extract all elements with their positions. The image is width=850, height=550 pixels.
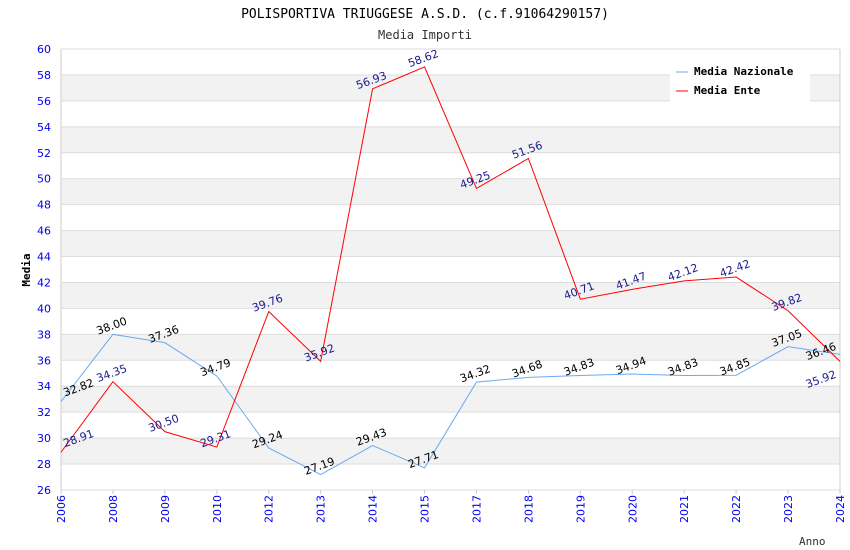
x-tick-label: 2015: [419, 495, 432, 523]
legend: Media Nazionale Media Ente: [670, 60, 810, 102]
y-tick-label: 34: [37, 380, 51, 393]
y-tick-label: 26: [37, 484, 51, 497]
x-tick-label: 2014: [367, 495, 380, 523]
x-tick-label: 2009: [159, 495, 172, 523]
x-tick-label: 2010: [211, 495, 224, 523]
grid-band: [61, 334, 840, 361]
data-label: 34.32: [458, 362, 492, 385]
x-tick-label: 2006: [55, 495, 68, 523]
x-tick-label: 2023: [782, 495, 795, 523]
series-line-ente: [60, 66, 841, 453]
legend-label-ente: Media Ente: [694, 84, 761, 97]
x-tick-label: 2013: [315, 495, 328, 523]
chart-title: POLISPORTIVA TRIUGGESE A.S.D. (c.f.91064…: [241, 7, 609, 22]
y-tick-label: 54: [37, 121, 51, 134]
x-tick-label: 2022: [730, 495, 743, 523]
y-tick-label: 44: [37, 251, 51, 264]
series-line-nazionale: [60, 333, 841, 476]
x-axis-label: Anno: [799, 535, 826, 548]
y-tick-label: 28: [37, 458, 51, 471]
y-axis-label: Media: [20, 253, 33, 286]
y-tick-label: 50: [37, 173, 51, 186]
x-tick-label: 2018: [522, 495, 535, 523]
y-tick-label: 48: [37, 199, 51, 212]
grid-band: [61, 386, 840, 413]
x-tick-label: 2012: [263, 495, 276, 523]
y-tick-label: 38: [37, 328, 51, 341]
legend-label-nazionale: Media Nazionale: [694, 65, 794, 78]
y-tick-label: 36: [37, 354, 51, 367]
x-tick-label: 2021: [678, 495, 691, 523]
y-tick-label: 52: [37, 147, 51, 160]
data-label: 30.50: [147, 412, 181, 435]
y-tick-label: 60: [37, 43, 51, 56]
data-label: 58.62: [406, 47, 440, 70]
x-tick-label: 2019: [574, 495, 587, 523]
y-tick-label: 58: [37, 69, 51, 82]
y-tick-label: 42: [37, 276, 51, 289]
x-tick-label: 2024: [834, 495, 847, 523]
grid-band: [61, 282, 840, 309]
grid-band: [61, 178, 840, 205]
x-tick-label: 2017: [470, 495, 483, 523]
y-tick-label: 30: [37, 432, 51, 445]
grid-band: [61, 438, 840, 465]
y-tick-label: 40: [37, 302, 51, 315]
y-tick-label: 56: [37, 95, 51, 108]
x-tick-label: 2020: [626, 495, 639, 523]
grid-band: [61, 230, 840, 257]
y-tick-label: 46: [37, 225, 51, 238]
grid-band: [61, 126, 840, 153]
data-label: 34.35: [95, 362, 129, 385]
x-tick-label: 2008: [107, 495, 120, 523]
y-tick-label: 32: [37, 406, 51, 419]
chart-subtitle: Media Importi: [378, 28, 472, 42]
